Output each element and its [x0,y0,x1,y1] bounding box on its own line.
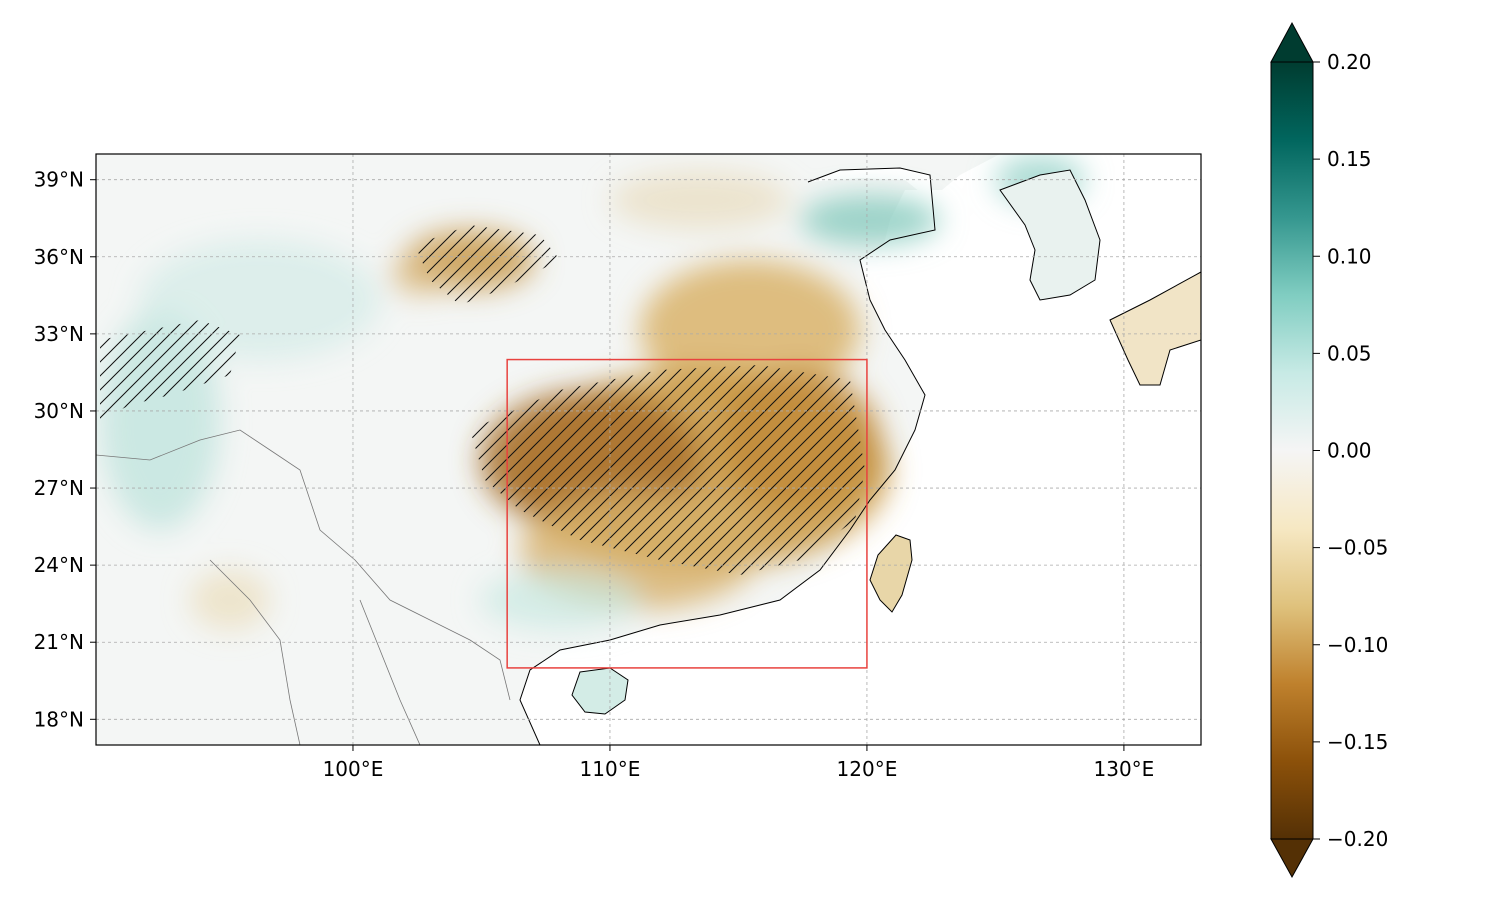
lon-tick-label: 110°E [580,757,641,781]
colorbar-tick-label: 0.20 [1327,50,1372,74]
colorbar-tick-label: 0.05 [1327,341,1372,365]
country-borders [96,429,511,745]
colorbar-extend-top [1270,21,1314,63]
region-box [506,358,868,669]
colorbar-extend-bottom [1270,838,1314,879]
sea-area [520,154,1201,745]
map-panel [96,154,1201,745]
region-box-group [506,358,868,669]
lat-tick-label: 27°N [34,476,84,500]
japan-islands [1109,271,1201,386]
taiwan-island [869,534,913,613]
lat-tick-label: 30°N [34,399,84,423]
lon-tick-label: 120°E [837,757,898,781]
colorbar: 0.20 0.15 0.10 0.05 0.00 −0.05 −0.10 −0.15 −0.20 [1270,21,1388,879]
lat-tick-label: 24°N [34,553,84,577]
colorbar-ticks: 0.20 0.15 0.10 0.05 0.00 −0.05 −0.10 −0.15 −0.20 [1313,50,1388,851]
significance-hatching [100,225,865,575]
colorbar-body [1270,61,1314,840]
colorbar-tick-label: −0.10 [1327,633,1388,657]
lat-tick-label: 21°N [34,630,84,654]
korea-peninsula [999,169,1101,301]
coastline [519,167,936,745]
colorbar-tick-label: −0.05 [1327,536,1388,560]
lon-tick-labels: 100°E 110°E 120°E 130°E [323,745,1155,781]
colorbar-tick-label: −0.15 [1327,730,1388,754]
map-frame [95,153,1202,746]
hainan-island [571,667,629,715]
lat-tick-label: 36°N [34,245,84,269]
lat-tick-labels: 18°N 21°N 24°N 27°N 30°N 33°N 36°N 39°N [34,168,96,731]
lon-tick-label: 100°E [323,757,384,781]
lat-tick-label: 39°N [34,168,84,192]
lat-tick-label: 33°N [34,322,84,346]
colorbar-tick-label: −0.20 [1327,827,1388,851]
lat-tick-label: 18°N [34,707,84,731]
colorbar-tick-label: 0.15 [1327,147,1372,171]
lon-tick-label: 130°E [1094,757,1155,781]
colorbar-tick-label: 0.10 [1327,244,1372,268]
colorbar-tick-label: 0.00 [1327,439,1372,463]
